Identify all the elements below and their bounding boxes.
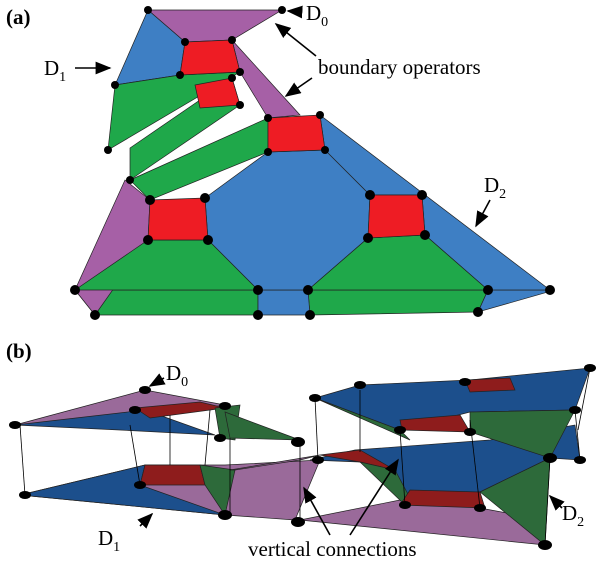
figure: (a) D0 D1 boundary operators D2 [0, 0, 610, 564]
panel-label: (a) [6, 5, 31, 29]
arrow [140, 514, 152, 526]
label-d0: D0 [306, 1, 328, 30]
annotation: boundary operators [318, 55, 481, 79]
text-part: 0 [181, 375, 188, 390]
label-d1: D1 [98, 526, 120, 555]
text-part: D [306, 1, 321, 25]
text-part: D [98, 526, 113, 550]
arrow [150, 378, 164, 386]
label-d2: D2 [562, 501, 584, 530]
label-d1: D1 [44, 56, 66, 85]
text-part: 0 [321, 15, 328, 30]
text-part: D [484, 173, 499, 197]
text-part: 2 [577, 515, 584, 530]
label-d0: D0 [166, 361, 188, 390]
arrow [286, 78, 312, 96]
text-part: D [44, 56, 59, 80]
text-part: D [562, 501, 577, 525]
arrow [476, 200, 490, 226]
label-d2: D2 [484, 173, 506, 202]
arrow [550, 496, 562, 508]
arrow [276, 24, 316, 56]
text-part: D [166, 361, 181, 385]
arrow [304, 488, 330, 535]
panel-b-complex [9, 364, 596, 550]
arrow [288, 11, 302, 12]
panel-label: (b) [6, 339, 32, 363]
text-part: 2 [499, 187, 506, 202]
text-part: 1 [113, 540, 120, 555]
text-part: 1 [59, 70, 66, 85]
annotation: vertical connections [248, 537, 417, 561]
